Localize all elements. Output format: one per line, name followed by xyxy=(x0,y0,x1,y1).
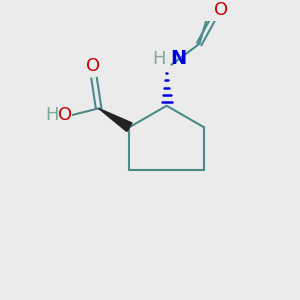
Text: O: O xyxy=(58,106,72,124)
Text: O: O xyxy=(214,1,228,19)
Text: H: H xyxy=(45,106,58,124)
Polygon shape xyxy=(99,108,132,131)
Text: N: N xyxy=(170,49,186,68)
Text: H: H xyxy=(152,50,165,68)
Text: O: O xyxy=(85,57,100,75)
